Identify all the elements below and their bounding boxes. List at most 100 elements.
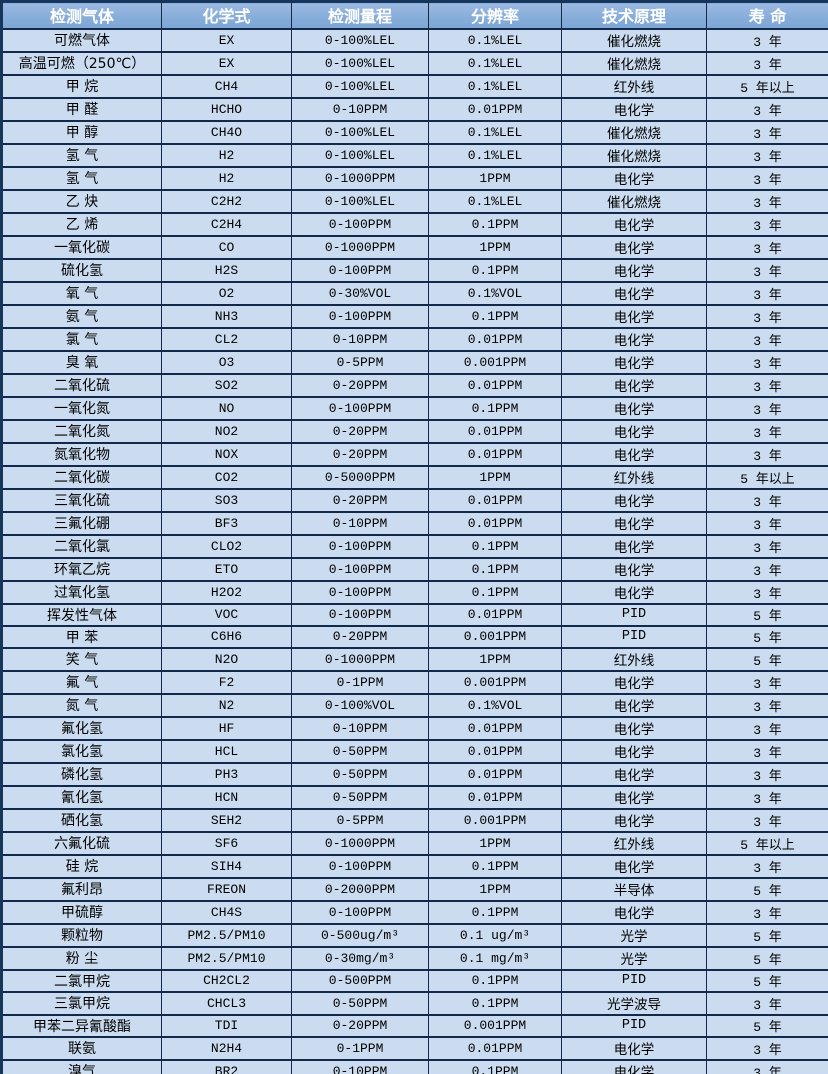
cell-formula: VOC [161,602,292,627]
cell-principle: 电化学 [561,579,707,605]
cell-principle: 光学 [561,945,707,971]
cell-principle: 电化学 [561,441,707,467]
cell-gas: 二氧化氯 [1,533,162,559]
cell-range: 0-100%LEL [291,188,429,214]
table-row: 高温可燃（250℃） EX 0-100%LEL 0.1%LEL 催化燃烧 3 年 [1,50,828,76]
cell-range: 0-20PPM [291,1013,429,1038]
cell-lifespan: 5 年 [706,646,828,672]
cell-resolution: 0.01PPM [428,487,562,513]
cell-lifespan: 3 年 [706,853,828,879]
cell-range: 0-30%VOL [291,280,429,306]
cell-range: 0-50PPM [291,738,429,764]
cell-gas: 甲 苯 [1,624,162,649]
cell-formula: HCL [161,738,292,764]
cell-lifespan: 3 年 [706,234,828,260]
cell-resolution: 0.01PPM [428,1035,562,1061]
cell-formula: SEH2 [161,807,292,833]
cell-range: 0-100PPM [291,257,429,283]
cell-principle: 电化学 [561,715,707,741]
table-row: 氟 气 F2 0-1PPM 0.001PPM 电化学 3 年 [1,669,828,695]
cell-formula: C2H2 [161,188,292,214]
table-row: 三氟化硼 BF3 0-10PPM 0.01PPM 电化学 3 年 [1,510,828,536]
cell-gas: 氨 气 [1,303,162,329]
table-row: 甲 烷 CH4 0-100%LEL 0.1%LEL 红外线 5 年以上 [1,73,828,99]
table-row: 氯化氢 HCL 0-50PPM 0.01PPM 电化学 3 年 [1,738,828,764]
table-row: 溴气 BR2 0-10PPM 0.1PPM 电化学 3 年 [1,1058,828,1074]
cell-gas: 氮 气 [1,692,162,718]
cell-principle: 电化学 [561,234,707,260]
cell-principle: 催化燃烧 [561,119,707,145]
cell-principle: 电化学 [561,487,707,513]
cell-principle: 催化燃烧 [561,27,707,53]
cell-resolution: 0.1 mg/m³ [428,945,562,971]
column-header-formula: 化学式 [161,0,292,30]
cell-resolution: 0.01PPM [428,418,562,444]
cell-gas: 氢 气 [1,165,162,191]
cell-range: 0-5PPM [291,807,429,833]
cell-principle: 电化学 [561,257,707,283]
table-row: 硫化氢 H2S 0-100PPM 0.1PPM 电化学 3 年 [1,257,828,283]
cell-principle: 电化学 [561,853,707,879]
cell-range: 0-30mg/m³ [291,945,429,971]
cell-gas: 笑 气 [1,646,162,672]
cell-gas: 甲 醛 [1,96,162,122]
cell-resolution: 0.1PPM [428,395,562,421]
cell-principle: 电化学 [561,349,707,375]
cell-range: 0-100PPM [291,853,429,879]
cell-lifespan: 3 年 [706,326,828,352]
cell-principle: 红外线 [561,464,707,490]
cell-range: 0-10PPM [291,510,429,536]
table-row: 氨 气 NH3 0-100PPM 0.1PPM 电化学 3 年 [1,303,828,329]
cell-lifespan: 3 年 [706,510,828,536]
cell-lifespan: 3 年 [706,533,828,559]
cell-lifespan: 3 年 [706,165,828,191]
cell-gas: 粉 尘 [1,945,162,971]
cell-range: 0-1000PPM [291,234,429,260]
cell-range: 0-10PPM [291,1058,429,1074]
table-row: 一氧化氮 NO 0-100PPM 0.1PPM 电化学 3 年 [1,395,828,421]
table-row: 粉 尘 PM2.5/PM10 0-30mg/m³ 0.1 mg/m³ 光学 5 年 [1,945,828,971]
cell-range: 0-100%LEL [291,119,429,145]
table-row: 二氧化碳 CO2 0-5000PPM 1PPM 红外线 5 年以上 [1,464,828,490]
cell-resolution: 0.1PPM [428,968,562,993]
table-header: 检测气体 化学式 检测量程 分辨率 技术原理寿 命 [1,0,828,30]
cell-formula: CH4 [161,73,292,99]
cell-gas: 挥发性气体 [1,602,162,627]
cell-formula: PM2.5/PM10 [161,945,292,971]
cell-resolution: 0.01PPM [428,441,562,467]
cell-range: 0-100PPM [291,602,429,627]
cell-gas: 二氧化硫 [1,372,162,398]
cell-resolution: 0.1%LEL [428,50,562,76]
table-row: 氮 气 N2 0-100%VOL 0.1%VOL 电化学 3 年 [1,692,828,718]
cell-principle: 催化燃烧 [561,142,707,168]
cell-gas: 氮氧化物 [1,441,162,467]
cell-gas: 一氧化氮 [1,395,162,421]
cell-principle: PID [561,1013,707,1038]
cell-lifespan: 3 年 [706,715,828,741]
cell-principle: 电化学 [561,280,707,306]
cell-gas: 过氧化氢 [1,579,162,605]
cell-principle: 电化学 [561,807,707,833]
cell-lifespan: 3 年 [706,669,828,695]
cell-formula: TDI [161,1013,292,1038]
cell-formula: HCN [161,784,292,810]
cell-lifespan: 3 年 [706,119,828,145]
table-row: 氮氧化物 NOX 0-20PPM 0.01PPM 电化学 3 年 [1,441,828,467]
cell-range: 0-100%LEL [291,27,429,53]
cell-formula: O3 [161,349,292,375]
cell-formula: C2H4 [161,211,292,237]
cell-gas: 联氨 [1,1035,162,1061]
cell-formula: SO2 [161,372,292,398]
table-row: 乙 炔 C2H2 0-100%LEL 0.1%LEL 催化燃烧 3 年 [1,188,828,214]
table-row: 过氧化氢 H2O2 0-100PPM 0.1PPM 电化学 3 年 [1,579,828,605]
table-row: 可燃气体 EX 0-100%LEL 0.1%LEL 催化燃烧 3 年 [1,27,828,53]
cell-formula: CH4O [161,119,292,145]
cell-resolution: 0.01PPM [428,738,562,764]
cell-principle: 电化学 [561,326,707,352]
table-row: 三氧化硫 SO3 0-20PPM 0.01PPM 电化学 3 年 [1,487,828,513]
cell-resolution: 0.1PPM [428,556,562,582]
cell-principle: 红外线 [561,73,707,99]
cell-principle: 电化学 [561,1058,707,1074]
cell-range: 0-50PPM [291,761,429,787]
